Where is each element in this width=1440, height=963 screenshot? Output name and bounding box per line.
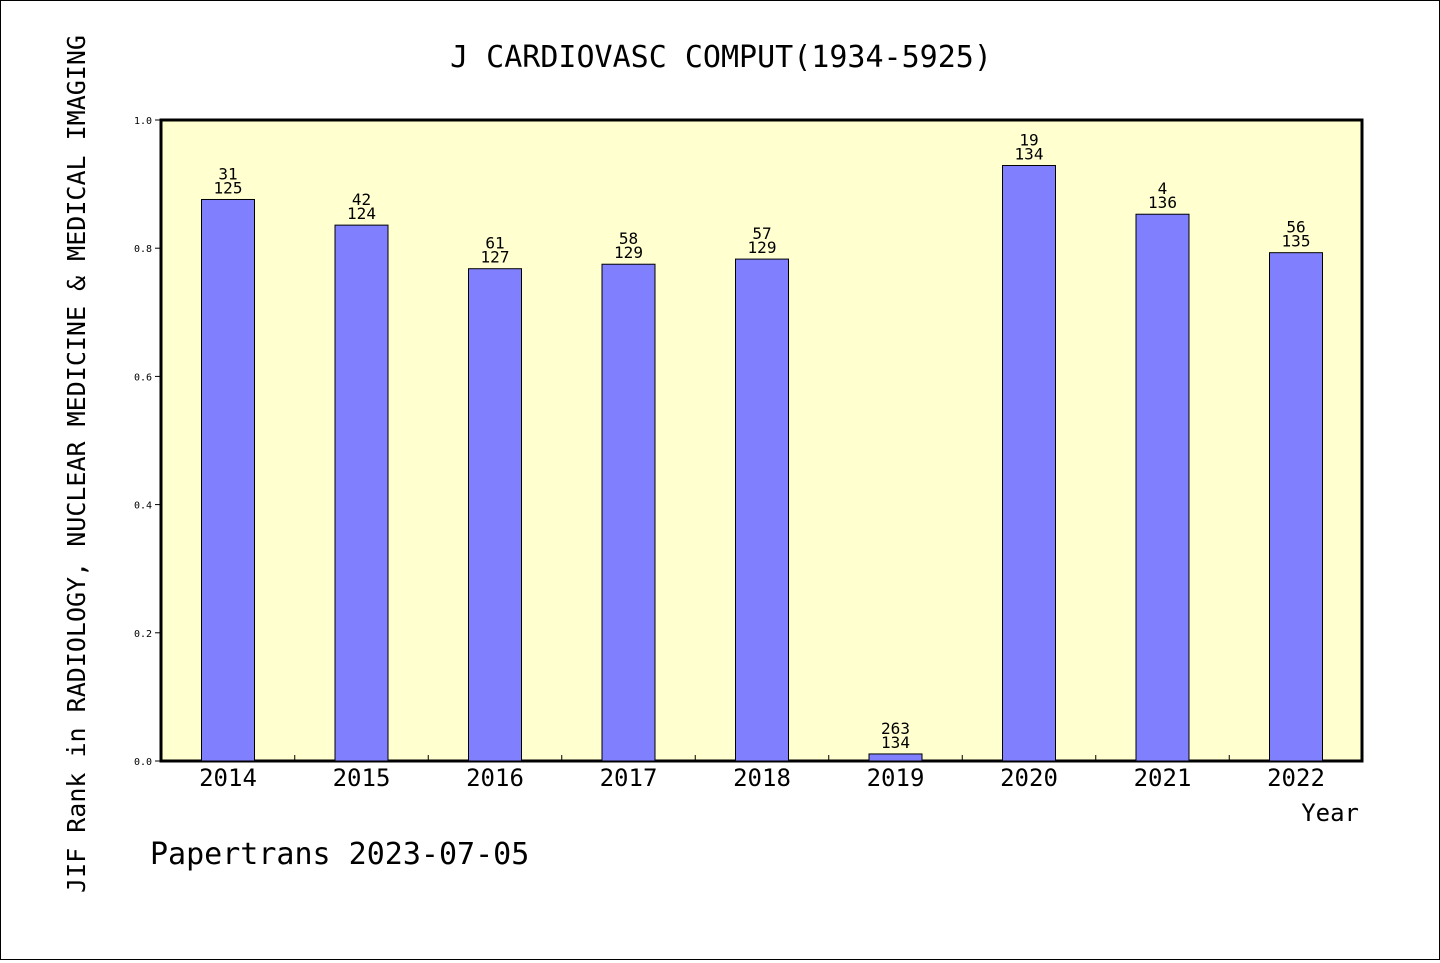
bar-2014: [201, 198, 255, 762]
y-tick-label: 1.0: [134, 116, 152, 127]
x-tick-label: 2016: [466, 764, 524, 792]
bar-rank-label: 19: [1019, 131, 1038, 150]
y-tick-label: 0.4: [134, 501, 152, 512]
x-ticks-group: 2014 2015 2016 2017 2018 2019 2020 2021 2022: [199, 755, 1325, 792]
bar-total-label: 134: [881, 733, 910, 752]
bar-2017: [601, 263, 656, 762]
bar-rank-label: 61: [485, 234, 504, 253]
x-axis-label: Year: [1301, 799, 1359, 827]
bar-total-label: 129: [614, 243, 643, 262]
x-tick-label: 2021: [1134, 764, 1192, 792]
y-tick-label: 0.6: [134, 372, 152, 383]
bar-rank-label: 42: [352, 190, 371, 209]
y-axis-label: JIF Rank in RADIOLOGY, NUCLEAR MEDICINE …: [62, 35, 91, 893]
footer-text: Papertrans 2023-07-05: [150, 837, 529, 872]
x-tick-label: 2014: [199, 764, 257, 792]
bar-2018: [735, 258, 789, 762]
bar-2016: [468, 268, 522, 762]
x-tick-label: 2017: [600, 764, 658, 792]
y-tick-label: 0.0: [134, 757, 152, 768]
x-tick-label: 2015: [333, 764, 391, 792]
bar-2020: [1002, 165, 1056, 762]
bar-rank-label: 56: [1286, 218, 1305, 237]
bar-2015: [334, 224, 389, 762]
bar-rank-label: 4: [1158, 179, 1168, 198]
bar-total-label: 136: [1148, 193, 1177, 212]
chart-title: J CARDIOVASC COMPUT(1934-5925): [450, 40, 992, 75]
bar-rank-label: 263: [881, 719, 910, 738]
bar-rank-label: 58: [619, 229, 638, 248]
bar-rank-label: 57: [752, 224, 771, 243]
bar-total-label: 125: [214, 178, 243, 197]
x-tick-label: 2019: [867, 764, 925, 792]
bar-total-label: 134: [1015, 145, 1044, 164]
y-ticks-group: 0.0 0.2 0.4 0.6 0.8 1.0: [134, 116, 161, 768]
bar-2019: [868, 753, 923, 762]
bar-total-label: 135: [1282, 232, 1311, 251]
bar-2022: [1269, 252, 1323, 762]
x-tick-label: 2022: [1267, 764, 1325, 792]
bar-total-label: 127: [481, 248, 510, 267]
bar-2021: [1135, 213, 1190, 762]
bar-total-label: 124: [347, 204, 376, 223]
x-tick-label: 2018: [733, 764, 791, 792]
y-tick-label: 0.2: [134, 629, 152, 640]
x-tick-label: 2020: [1000, 764, 1058, 792]
bar-rank-label: 31: [218, 164, 237, 183]
y-tick-label: 0.8: [134, 244, 152, 255]
bars-group: 3112542124611275812957129263134191344136…: [201, 131, 1323, 762]
bar-total-label: 129: [748, 238, 777, 257]
